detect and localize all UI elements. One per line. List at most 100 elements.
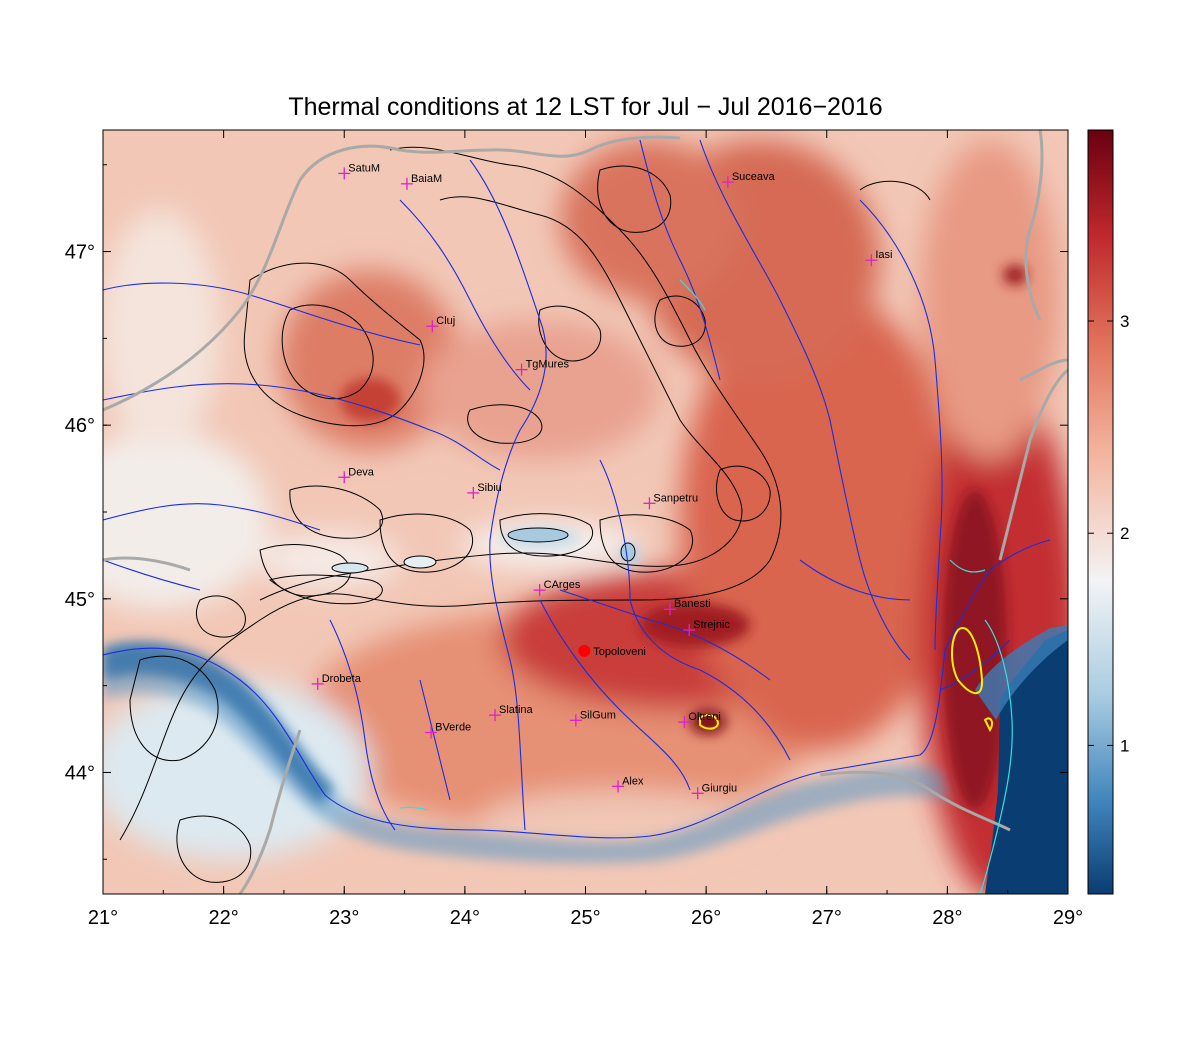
river-danube-delta bbox=[944, 539, 1051, 651]
lon-tick-label: 28° bbox=[932, 907, 962, 929]
contour-line bbox=[716, 465, 771, 522]
contour-line bbox=[243, 262, 425, 427]
city-label: Deva bbox=[348, 466, 375, 478]
coastline bbox=[979, 619, 1013, 894]
contour-line bbox=[597, 165, 672, 233]
border-north-west bbox=[103, 135, 681, 412]
contour-line bbox=[467, 404, 543, 444]
river-danube bbox=[103, 647, 946, 839]
city-iasi: Iasi bbox=[865, 249, 893, 267]
colorbar-ticks: 1 2 3 bbox=[1088, 312, 1129, 755]
cities-layer: SatuM BaiaM Suceava Iasi Cluj TgMures Deva Sibi… bbox=[311, 162, 893, 800]
lon-tick-label: 25° bbox=[570, 907, 600, 929]
city-label: Oltreni bbox=[688, 711, 720, 723]
city-label: Sibiu bbox=[477, 482, 501, 494]
elevation-contours bbox=[119, 146, 931, 883]
city-label: Drobeta bbox=[322, 673, 362, 685]
lat-tick-label: 46° bbox=[65, 415, 95, 437]
contour-line bbox=[129, 655, 219, 762]
river-dambovita bbox=[559, 589, 771, 681]
city-sibiu: Sibiu bbox=[467, 482, 502, 499]
city-bverde: BVerde bbox=[425, 722, 471, 739]
river-vedea bbox=[419, 679, 451, 801]
yellow-contour bbox=[951, 627, 984, 695]
rivers bbox=[103, 139, 1051, 839]
city-label: Slatina bbox=[499, 704, 534, 716]
city-giurgiu: Giurgiu bbox=[691, 782, 737, 800]
contour-line bbox=[859, 180, 931, 201]
border-bulgaria-east bbox=[819, 770, 1011, 832]
axis-ticks: 21° 22° 23° 24° 25° 26° 27° 28° 29° 44° 45° 46° 47° bbox=[65, 130, 1083, 929]
lat-tick-label: 44° bbox=[65, 762, 95, 784]
city-label: SatuM bbox=[348, 162, 380, 174]
country-borders bbox=[103, 130, 1068, 894]
border-east bbox=[998, 368, 1068, 561]
city-label: Sanpetru bbox=[653, 492, 698, 504]
lat-tick-label: 45° bbox=[65, 589, 95, 611]
river-ialomita bbox=[599, 459, 791, 761]
lon-tick-label: 23° bbox=[329, 907, 359, 929]
border-ukraine bbox=[1019, 358, 1068, 382]
lakes-coast bbox=[399, 279, 1013, 894]
contour-line bbox=[379, 513, 473, 573]
contour-line bbox=[119, 146, 782, 841]
lon-tick-label: 29° bbox=[1053, 907, 1083, 929]
lon-tick-label: 26° bbox=[691, 907, 721, 929]
city-label: Cluj bbox=[436, 315, 455, 327]
contour-line bbox=[176, 815, 252, 883]
river-olt bbox=[469, 159, 547, 831]
city-label: SilGum bbox=[580, 709, 616, 721]
river-prut bbox=[859, 199, 943, 651]
river-buzau bbox=[799, 559, 911, 601]
river-jiu bbox=[329, 619, 396, 831]
lon-tick-label: 24° bbox=[450, 907, 480, 929]
river-nera bbox=[103, 559, 201, 591]
city-label: Banesti bbox=[674, 598, 711, 610]
city-sanpetru: Sanpetru bbox=[643, 492, 698, 510]
city-label: Giurgiu bbox=[702, 782, 737, 794]
city-suceava: Suceava bbox=[721, 171, 776, 189]
river-siret bbox=[699, 139, 911, 661]
lon-tick-label: 21° bbox=[88, 907, 118, 929]
border-serbia bbox=[103, 556, 191, 572]
contour-line bbox=[499, 513, 593, 557]
city-silgum: SilGum bbox=[569, 709, 616, 727]
city-label: BaiaM bbox=[411, 173, 442, 185]
lon-tick-label: 27° bbox=[812, 907, 842, 929]
city-tgmures: TgMures bbox=[515, 359, 570, 376]
city-alex: Alex bbox=[612, 775, 644, 793]
city-carges: CArges bbox=[533, 579, 581, 597]
city-label: CArges bbox=[544, 579, 581, 591]
river-branch bbox=[939, 639, 1011, 691]
city-banesti: Banesti bbox=[663, 598, 711, 616]
city-label: Alex bbox=[622, 775, 644, 787]
city-label: Topoloveni bbox=[593, 646, 646, 658]
city-cluj: Cluj bbox=[426, 315, 455, 333]
river-mures bbox=[103, 383, 501, 471]
contour-line bbox=[654, 295, 706, 347]
yellow-contour bbox=[699, 714, 720, 730]
city-slatina: Slatina bbox=[489, 704, 534, 722]
city-label: TgMures bbox=[526, 359, 570, 371]
colorbar-tick-label: 3 bbox=[1120, 312, 1129, 331]
lake bbox=[949, 559, 986, 573]
map-title: Thermal conditions at 12 LST for Jul − J… bbox=[288, 93, 883, 121]
river-somes-mic bbox=[399, 199, 531, 391]
border-bulgaria-west bbox=[238, 729, 302, 894]
city-baiam: BaiaM bbox=[400, 173, 442, 190]
city-satum: SatuM bbox=[338, 162, 380, 180]
yellow-contour bbox=[983, 717, 994, 733]
city-label: BVerde bbox=[435, 722, 471, 734]
river-bistrita bbox=[639, 139, 721, 381]
city-label: Suceava bbox=[732, 171, 776, 183]
lat-tick-label: 47° bbox=[65, 242, 95, 264]
highlight-marker bbox=[578, 644, 591, 657]
contour-line bbox=[268, 574, 383, 605]
city-strejnic: Strejnic bbox=[683, 619, 730, 637]
city-label: Iasi bbox=[875, 249, 892, 261]
yellow-contours bbox=[699, 627, 994, 733]
city-label: Strejnic bbox=[693, 619, 730, 631]
border-moldova bbox=[1024, 130, 1044, 321]
colorbar-tick-label: 2 bbox=[1120, 524, 1129, 543]
